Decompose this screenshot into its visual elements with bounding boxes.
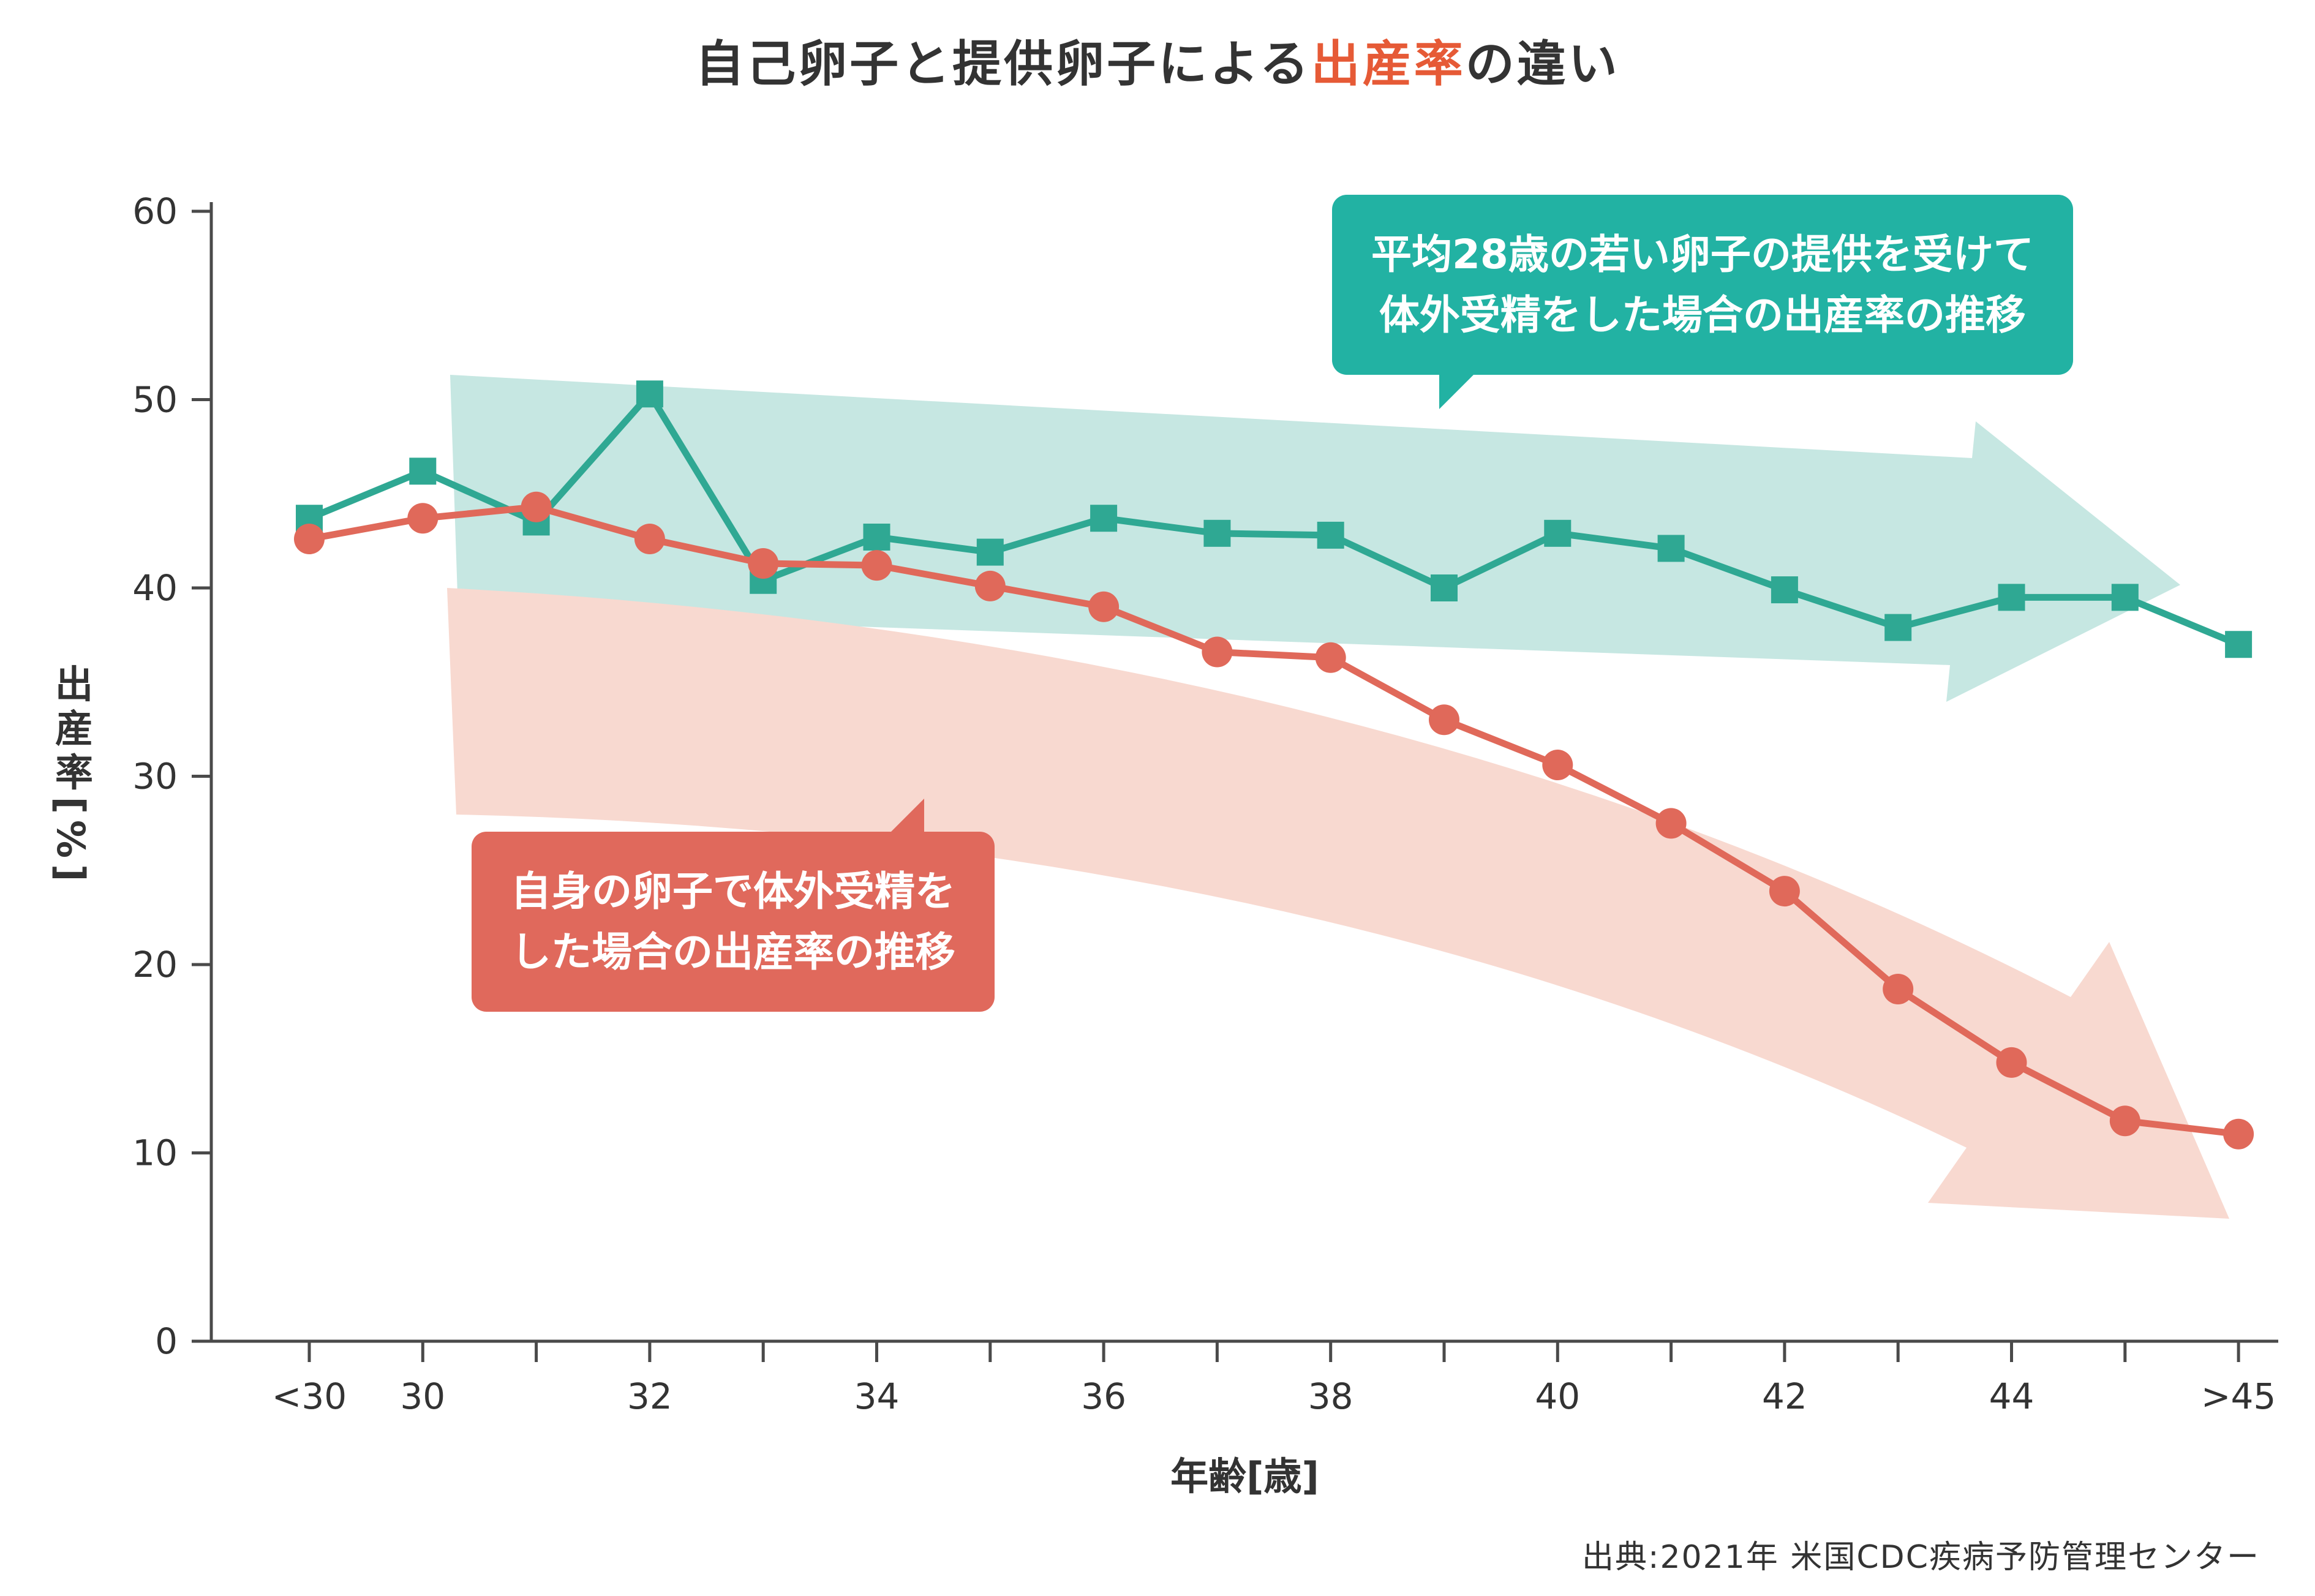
own-annotation-line1: 自身の卵子で体外受精を bbox=[511, 868, 955, 915]
y-tick-label: 0 bbox=[155, 1320, 178, 1362]
donor-annotation-bubble: 平均28歳の若い卵子の提供を受けて 体外受精をした場合の出産率の推移 bbox=[1332, 195, 2073, 409]
title-prefix: 自己卵子と提供卵子による bbox=[695, 36, 1311, 92]
data-point-circle bbox=[1542, 750, 1573, 781]
data-point-circle bbox=[521, 491, 552, 522]
x-tick-label: >45 bbox=[2201, 1376, 2276, 1417]
title-highlight: 出産率 bbox=[1311, 36, 1466, 92]
own-trend-arrow-shape bbox=[447, 588, 2229, 1219]
data-point-circle bbox=[974, 570, 1006, 601]
x-tick-label: <30 bbox=[272, 1376, 347, 1417]
data-point-square bbox=[2225, 631, 2253, 658]
data-point-circle bbox=[1088, 591, 1120, 622]
y-tick-label: 10 bbox=[132, 1132, 178, 1174]
data-point-square bbox=[409, 457, 437, 485]
x-tick-label: 44 bbox=[1989, 1376, 2035, 1417]
donor-annotation-line1: 平均28歳の若い卵子の提供を受けて bbox=[1371, 231, 2034, 278]
data-point-square bbox=[1317, 521, 1344, 549]
series-own-eggs bbox=[294, 491, 2254, 1150]
data-point-square bbox=[863, 523, 890, 551]
y-tick-label: 30 bbox=[132, 756, 178, 797]
y-tick-label: 40 bbox=[132, 567, 178, 609]
data-point-circle bbox=[1883, 973, 1914, 1004]
own-annotation-line2: した場合の出産率の推移 bbox=[511, 928, 955, 976]
data-point-circle bbox=[861, 550, 892, 581]
data-point-square bbox=[1998, 584, 2025, 611]
data-point-square bbox=[1884, 614, 1912, 641]
page-title: 自己卵子と提供卵子による出産率の違い bbox=[0, 24, 2315, 96]
x-tick-label: 30 bbox=[400, 1376, 445, 1417]
x-tick-label: 40 bbox=[1535, 1376, 1580, 1417]
data-point-circle bbox=[748, 548, 779, 579]
y-tick-label: 50 bbox=[132, 379, 178, 421]
data-point-square bbox=[1771, 576, 1798, 604]
x-tick-label: 38 bbox=[1308, 1376, 1353, 1417]
donor-trend-arrow-shape bbox=[450, 375, 2180, 702]
y-tick-label: 20 bbox=[132, 944, 178, 985]
y-axis-label: 出産率[%] bbox=[48, 664, 93, 888]
data-point-square bbox=[1203, 519, 1231, 547]
y-tick-label: 60 bbox=[132, 190, 178, 232]
data-point-circle bbox=[1429, 704, 1459, 736]
data-point-square bbox=[1431, 574, 1458, 601]
data-point-square bbox=[976, 538, 1004, 566]
data-series bbox=[294, 380, 2254, 1150]
data-point-circle bbox=[294, 524, 325, 555]
data-point-circle bbox=[634, 524, 665, 555]
data-point-circle bbox=[2223, 1118, 2254, 1150]
data-point-square bbox=[1090, 505, 1118, 532]
data-point-circle bbox=[2109, 1105, 2140, 1137]
data-point-circle bbox=[1655, 808, 1687, 839]
data-point-circle bbox=[1996, 1047, 2027, 1078]
data-point-square bbox=[2111, 584, 2139, 611]
title-suffix: の違い bbox=[1465, 36, 1620, 92]
x-tick-label: 36 bbox=[1081, 1376, 1126, 1417]
own-annotation-bubble: 自身の卵子で体外受精を した場合の出産率の推移 bbox=[472, 799, 995, 1012]
donor-annotation-line2: 体外受精をした場合の出産率の推移 bbox=[1379, 292, 2026, 339]
data-point-circle bbox=[1202, 636, 1233, 668]
data-point-square bbox=[1544, 519, 1572, 547]
data-point-square bbox=[636, 380, 663, 408]
series-donor-eggs bbox=[296, 380, 2253, 658]
source-caption: 出典:2021年 米国CDC疾病予防管理センター bbox=[1581, 1539, 2260, 1576]
x-tick-label: 42 bbox=[1762, 1376, 1807, 1417]
axes: 0 10 20 30 40 50 60 <30 30 32 34 36 38 40 42 44 >45 bbox=[132, 190, 2278, 1417]
x-tick-label: 34 bbox=[854, 1376, 900, 1417]
data-point-circle bbox=[1315, 642, 1346, 673]
x-axis-label: 年齢[歳] bbox=[1170, 1454, 1319, 1499]
x-tick-label: 32 bbox=[627, 1376, 672, 1417]
data-point-circle bbox=[1769, 876, 1800, 907]
data-point-circle bbox=[407, 503, 439, 534]
data-point-square bbox=[1657, 535, 1685, 562]
